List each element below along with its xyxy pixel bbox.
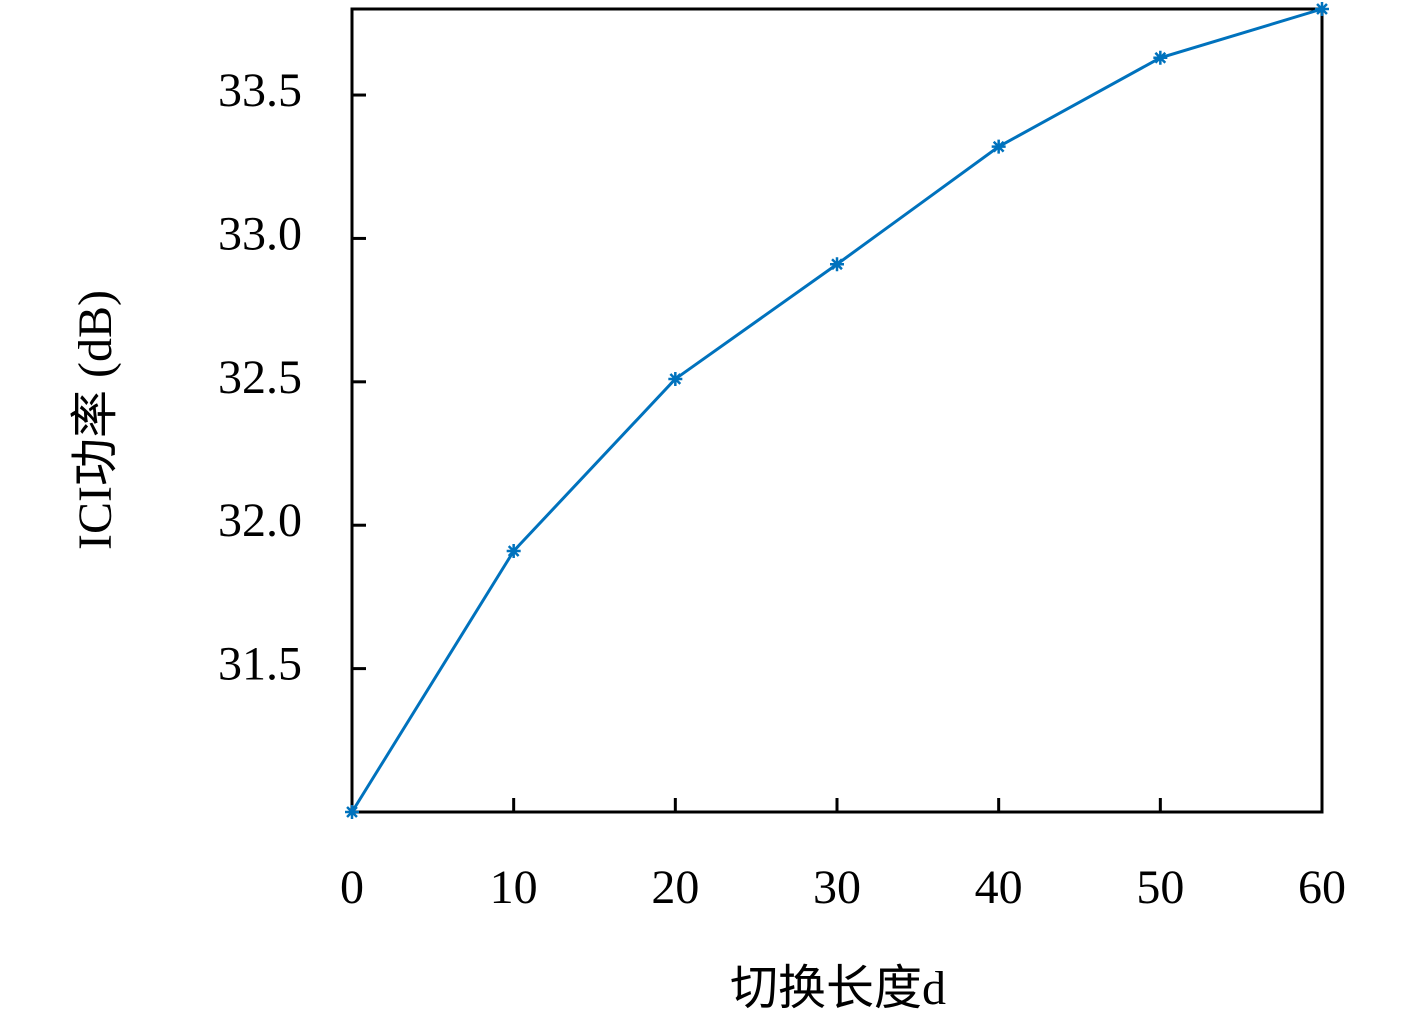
data-marker — [1315, 2, 1329, 16]
data-line — [350, 7, 1323, 813]
data-marker — [506, 544, 521, 559]
data-marker — [668, 371, 683, 386]
x-tick-label: 0 — [340, 861, 364, 914]
x-tick-label: 60 — [1298, 861, 1346, 914]
x-tick-label: 40 — [975, 861, 1023, 914]
x-tick-label: 20 — [651, 861, 699, 914]
y-tick-label: 33.5 — [218, 64, 302, 117]
y-tick-label: 31.5 — [218, 638, 302, 691]
data-marker — [1153, 50, 1168, 65]
x-tick-label: 30 — [813, 861, 861, 914]
x-tick-label: 10 — [490, 861, 538, 914]
y-tick-label: 32.0 — [218, 494, 302, 547]
data-marker — [991, 139, 1006, 154]
x-axis-label: 切换长度d — [730, 962, 946, 1015]
x-tick-label: 50 — [1136, 861, 1184, 914]
y-axis-label: ICI功率 (dB) — [69, 290, 122, 550]
y-tick-label: 32.5 — [218, 351, 302, 404]
y-tick-label: 33.0 — [218, 207, 302, 260]
data-marker — [345, 805, 359, 819]
data-marker — [830, 257, 844, 272]
plot-frame — [350, 7, 1324, 814]
